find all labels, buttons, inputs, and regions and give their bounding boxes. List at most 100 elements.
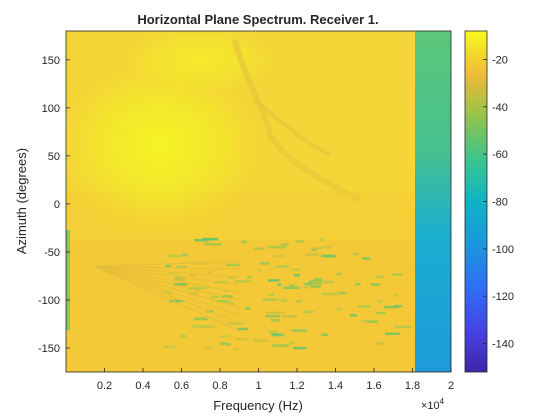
striation <box>259 262 270 265</box>
striation <box>234 280 252 283</box>
striation <box>336 272 342 276</box>
x-tick-label: 1.8 <box>405 380 420 392</box>
striation <box>181 253 188 256</box>
striation <box>303 286 309 289</box>
striation <box>235 337 249 341</box>
striation <box>303 310 315 314</box>
striation <box>245 307 251 310</box>
hot-region-upper <box>110 31 290 100</box>
striation <box>270 319 280 322</box>
striation <box>281 243 290 246</box>
striation <box>362 257 371 260</box>
striation <box>309 279 315 283</box>
ridge-line-2 <box>253 98 331 157</box>
fan-streak <box>94 265 240 301</box>
striation <box>207 271 212 274</box>
striation <box>334 308 343 311</box>
colorbar-tick-label: -100 <box>492 244 514 256</box>
striation <box>270 332 281 336</box>
striation <box>173 283 188 286</box>
striation <box>376 311 386 315</box>
colorbar-tick-label: -120 <box>492 291 514 303</box>
striation <box>291 268 301 271</box>
y-tick-label: -100 <box>38 295 60 307</box>
striation <box>253 339 268 342</box>
striation <box>312 247 323 250</box>
fan-streak <box>94 265 240 294</box>
striation <box>375 342 386 345</box>
striation <box>268 293 274 296</box>
striation <box>268 298 274 301</box>
fan-streak <box>94 265 240 324</box>
striation <box>220 342 228 345</box>
low-frequency-edge <box>66 230 70 330</box>
striation <box>169 299 184 303</box>
fan-streak <box>94 265 240 270</box>
striation <box>163 345 176 349</box>
striation <box>289 284 296 287</box>
striation <box>274 265 290 268</box>
striation <box>392 273 403 276</box>
striation <box>223 289 229 293</box>
striation <box>321 292 339 296</box>
striation <box>233 347 238 351</box>
striation <box>295 240 305 243</box>
colorbar-tick-label: -60 <box>492 149 508 161</box>
striation <box>203 325 216 328</box>
striation <box>383 305 399 309</box>
striation <box>228 302 235 305</box>
striation <box>358 305 370 308</box>
y-axis: 150 100 50 0 -50 -100 -150 <box>38 55 70 355</box>
striation <box>311 248 317 252</box>
fan-streak <box>94 265 240 278</box>
x-tick-label: 0.6 <box>174 380 189 392</box>
striation <box>210 295 219 299</box>
y-tick-label: 50 <box>48 151 60 163</box>
striation <box>257 268 262 272</box>
striation <box>174 278 186 281</box>
striation <box>168 254 183 258</box>
striation <box>266 311 284 315</box>
striation <box>204 243 222 246</box>
striation <box>370 283 381 286</box>
striation <box>273 254 285 258</box>
striation <box>281 315 298 318</box>
striation <box>203 346 214 349</box>
y-tick-label: 150 <box>42 55 60 67</box>
x-tick-label: 0.8 <box>212 380 227 392</box>
striation <box>225 263 241 267</box>
striation <box>310 285 321 288</box>
colorbar-tick-label: -40 <box>492 102 508 114</box>
striation <box>296 300 302 303</box>
striation <box>246 276 252 279</box>
striation <box>394 325 412 329</box>
y-tick-label: 0 <box>54 199 60 211</box>
fan-streak <box>94 265 240 317</box>
striation <box>349 314 357 317</box>
striation <box>272 344 289 347</box>
lower-band <box>66 240 416 372</box>
striation <box>321 333 329 337</box>
x-tick-label: 1.4 <box>328 380 343 392</box>
striation <box>237 327 248 331</box>
striation <box>162 291 173 294</box>
colorbar-tick-label: -80 <box>492 197 508 209</box>
x-tick-label: 1.6 <box>366 380 381 392</box>
striation <box>202 237 219 241</box>
striation <box>267 330 279 333</box>
striation <box>166 271 180 275</box>
high-frequency-edge <box>415 31 451 372</box>
striation <box>253 247 266 251</box>
striation <box>305 253 320 256</box>
striation <box>338 291 346 295</box>
striation <box>393 294 398 297</box>
striation <box>319 238 324 241</box>
striation <box>241 240 247 244</box>
striation <box>228 276 238 279</box>
x-axis: 0.2 0.4 0.6 0.8 1 1.2 1.4 1.6 1.8 2 <box>97 368 454 392</box>
striation <box>291 329 308 332</box>
striation <box>352 252 359 256</box>
striation <box>216 299 230 303</box>
striation <box>277 283 282 286</box>
striation <box>268 279 280 282</box>
